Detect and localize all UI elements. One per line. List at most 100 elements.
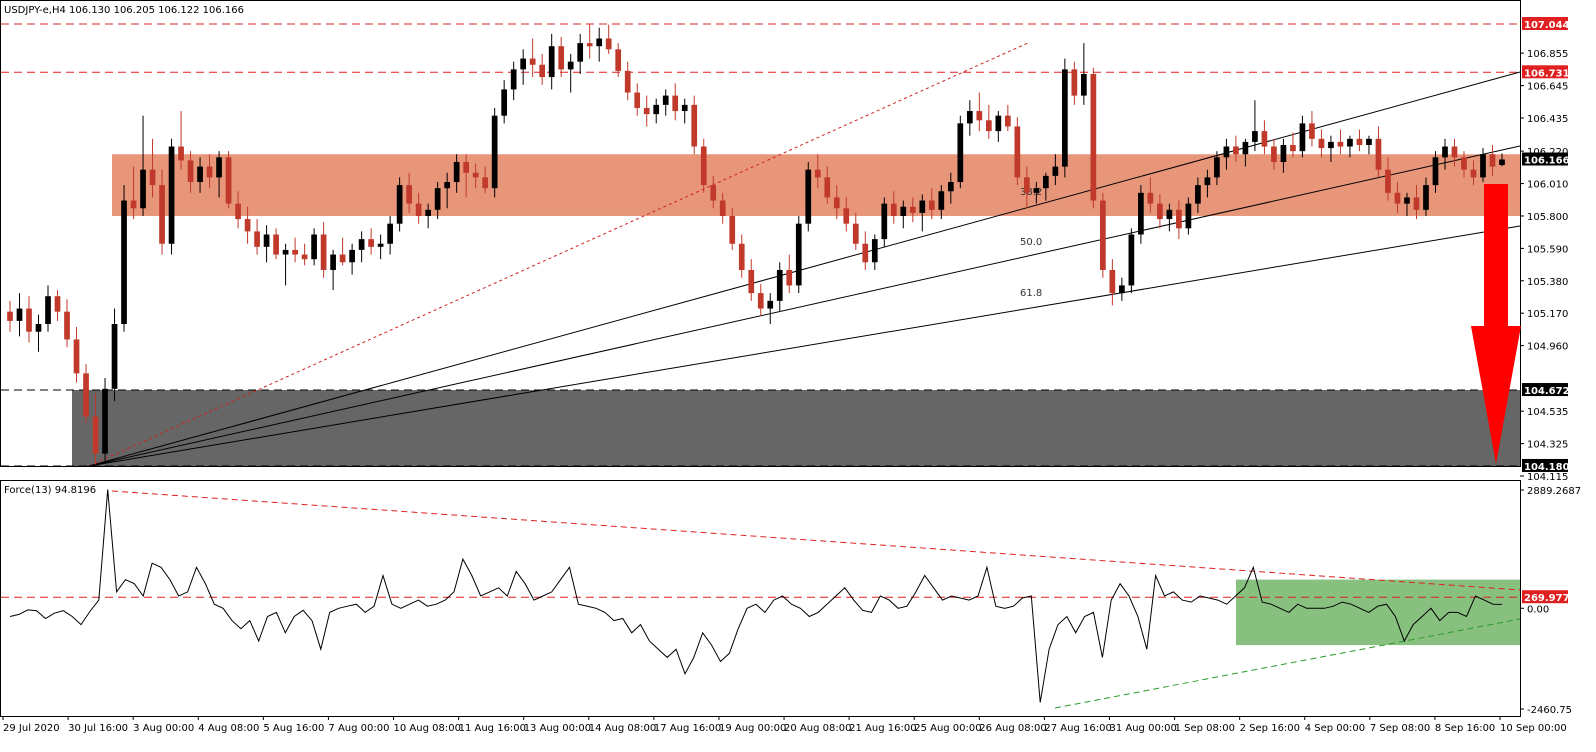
candle-body bbox=[824, 177, 831, 198]
x-tick-label: 7 Sep 08:00 bbox=[1370, 723, 1430, 734]
candle-body bbox=[1318, 138, 1325, 149]
candle-body bbox=[1261, 131, 1268, 147]
candle-body bbox=[957, 123, 964, 183]
candle-body bbox=[1252, 131, 1258, 142]
level-tag-bg bbox=[1522, 383, 1568, 397]
candle-body bbox=[1023, 177, 1030, 193]
x-tick-label: 2 Sep 16:00 bbox=[1240, 723, 1300, 734]
fib-fan-line bbox=[88, 145, 1521, 467]
candle-body bbox=[225, 157, 232, 204]
candle-body bbox=[786, 269, 793, 286]
candle-body bbox=[434, 188, 441, 210]
candle-body bbox=[1042, 175, 1049, 189]
x-tick-label: 10 Aug 08:00 bbox=[394, 723, 461, 734]
fib-label: 38.2 bbox=[1020, 187, 1042, 198]
candle-body bbox=[339, 254, 346, 263]
x-tick-label: 14 Aug 08:00 bbox=[589, 723, 656, 734]
candle-body bbox=[1309, 123, 1315, 139]
candle-body bbox=[767, 300, 774, 309]
candle-body bbox=[577, 43, 584, 62]
support-zone bbox=[72, 390, 1520, 466]
candle-body bbox=[966, 111, 973, 124]
candle-body bbox=[396, 185, 403, 224]
candle-body bbox=[178, 146, 184, 161]
candle-body bbox=[26, 308, 32, 332]
fib-fan-layer: 38.2 50.0 61.8 bbox=[88, 41, 1521, 467]
candle-body bbox=[425, 209, 431, 216]
candle-body bbox=[83, 373, 89, 417]
candle-body bbox=[814, 169, 821, 178]
candle-body bbox=[1423, 185, 1429, 210]
candle-body bbox=[1328, 141, 1334, 149]
down-arrow bbox=[1471, 184, 1521, 464]
y-tick-label: 105.170 bbox=[1527, 309, 1568, 320]
candle-body bbox=[634, 92, 641, 108]
candle-body bbox=[358, 239, 365, 250]
y-tick-label: 104.960 bbox=[1527, 342, 1568, 353]
candle-body bbox=[64, 311, 70, 340]
level-lines-layer bbox=[1, 23, 1521, 709]
candle-body bbox=[330, 254, 336, 270]
candle-body bbox=[1014, 126, 1021, 178]
candle-body bbox=[1394, 192, 1401, 204]
candle-body bbox=[871, 239, 878, 263]
y-tick-label: 106.855 bbox=[1527, 49, 1568, 60]
candle-body bbox=[748, 269, 755, 294]
candle-body bbox=[586, 43, 593, 47]
x-tick-label: 30 Jul 16:00 bbox=[68, 723, 128, 734]
price-panel-frame bbox=[0, 0, 1521, 467]
candle-body bbox=[890, 203, 897, 216]
candle-body bbox=[928, 200, 935, 210]
zones-layer bbox=[72, 154, 1520, 646]
price-tags: 107.044 106.731 104.672 104.180 106.166 269.9… bbox=[1522, 17, 1577, 604]
candle-body bbox=[254, 231, 260, 247]
candle-body bbox=[235, 203, 241, 220]
candle-body bbox=[1290, 144, 1296, 152]
candle-body bbox=[1337, 141, 1344, 147]
y-tick-label: 106.435 bbox=[1527, 114, 1568, 125]
candle-body bbox=[1489, 154, 1496, 167]
candle-body bbox=[510, 69, 517, 90]
candle-body bbox=[311, 234, 317, 260]
candle-body bbox=[1062, 69, 1068, 167]
candle-body bbox=[729, 215, 736, 244]
x-tick-label: 1 Sep 08:00 bbox=[1175, 723, 1235, 734]
candle-body bbox=[985, 120, 992, 132]
candle-body bbox=[1138, 192, 1144, 235]
fib-fan-line bbox=[88, 71, 1521, 467]
x-tick-label: 3 Aug 00:00 bbox=[133, 723, 194, 734]
x-tick-label: 19 Aug 00:00 bbox=[719, 723, 786, 734]
candle-body bbox=[149, 169, 156, 186]
candle-body bbox=[377, 243, 384, 247]
candle-body bbox=[206, 166, 213, 178]
candle-body bbox=[1195, 185, 1201, 204]
candle-body bbox=[843, 208, 850, 224]
candle-body bbox=[900, 206, 907, 216]
candle-body bbox=[539, 64, 546, 78]
candle-body bbox=[605, 38, 612, 50]
candle-body bbox=[1461, 157, 1467, 170]
candles-layer bbox=[7, 24, 1505, 465]
candle-body bbox=[415, 203, 422, 216]
x-tick-label: 4 Sep 00:00 bbox=[1305, 723, 1365, 734]
candle-body bbox=[1185, 203, 1192, 229]
candle-body bbox=[862, 243, 869, 263]
level-tag-bg bbox=[1522, 65, 1568, 79]
x-axis: 29 Jul 2020 30 Jul 16:00 3 Aug 00:00 4 Aug … bbox=[2, 716, 1567, 734]
candle-body bbox=[368, 239, 374, 247]
candle-body bbox=[1375, 138, 1382, 170]
x-tick-label: 20 Aug 08:00 bbox=[784, 723, 851, 734]
candle-body bbox=[805, 169, 812, 224]
candle-body bbox=[1242, 141, 1249, 155]
candle-body bbox=[976, 111, 983, 121]
current-price-tag-bg bbox=[1522, 152, 1568, 166]
candle-body bbox=[719, 200, 726, 216]
candle-body bbox=[615, 49, 622, 71]
candle-body bbox=[482, 177, 489, 189]
candle-body bbox=[121, 200, 127, 324]
candle-body bbox=[35, 323, 42, 332]
current-price-tag: 106.166 bbox=[1524, 155, 1570, 166]
candle-body bbox=[1100, 200, 1106, 270]
candle-body bbox=[1233, 146, 1239, 155]
fan-baseline bbox=[88, 41, 1031, 467]
